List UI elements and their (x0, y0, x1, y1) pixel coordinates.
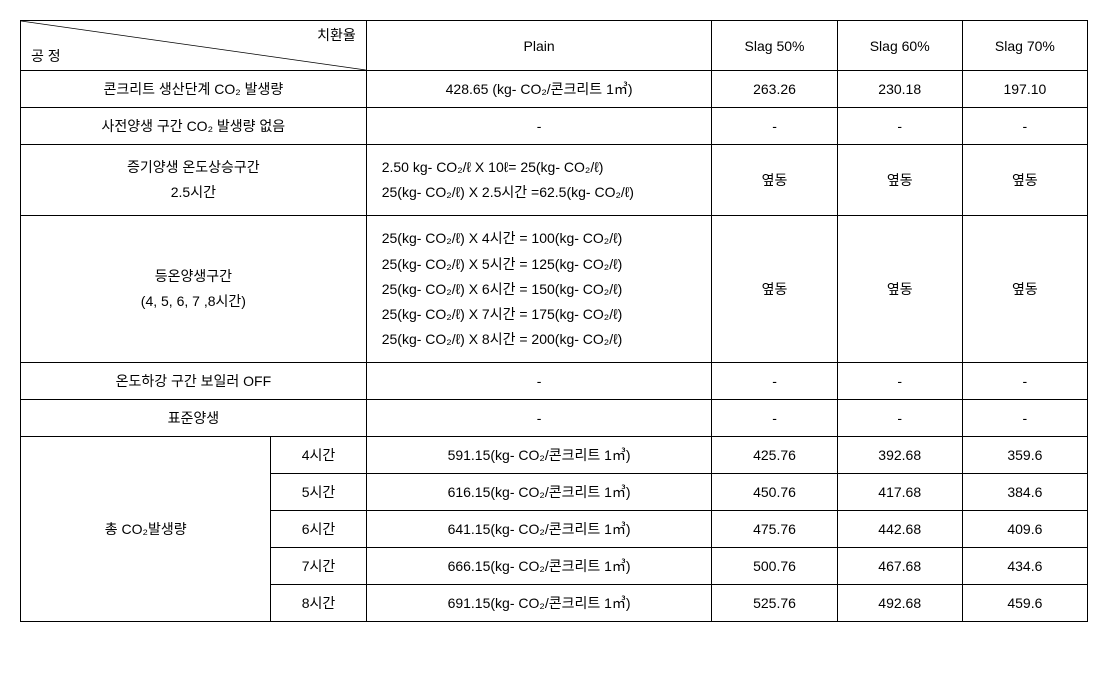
precure-slag60: - (837, 108, 962, 145)
isothermal-slag60: 옆동 (837, 216, 962, 363)
isothermal-plain-line4: 25(kg- CO₂/ℓ) X 7시간 = 175(kg- CO₂/ℓ) (382, 302, 697, 327)
precure-slag70: - (962, 108, 1087, 145)
steam-slag50: 옆동 (712, 145, 837, 216)
header-slag50: Slag 50% (712, 21, 837, 71)
standard-slag60: - (837, 400, 962, 437)
total-slag50-2: 475.76 (712, 511, 837, 548)
steam-slag70: 옆동 (962, 145, 1087, 216)
header-substitution-rate: 치환율 (317, 25, 356, 45)
steam-plain-line2: 25(kg- CO₂/ℓ) X 2.5시간 =62.5(kg- CO₂/ℓ) (382, 180, 697, 205)
row-isothermal: 등온양생구간 (4, 5, 6, 7 ,8시간) 25(kg- CO₂/ℓ) X… (21, 216, 1088, 363)
steam-label: 증기양생 온도상승구간 2.5시간 (21, 145, 367, 216)
standard-slag70: - (962, 400, 1087, 437)
steam-plain: 2.50 kg- CO₂/ℓ X 10ℓ= 25(kg- CO₂/ℓ) 25(k… (366, 145, 712, 216)
header-slag70: Slag 70% (962, 21, 1087, 71)
isothermal-plain-line5: 25(kg- CO₂/ℓ) X 8시간 = 200(kg- CO₂/ℓ) (382, 327, 697, 352)
total-slag70-3: 434.6 (962, 548, 1087, 585)
isothermal-plain-line3: 25(kg- CO₂/ℓ) X 6시간 = 150(kg- CO₂/ℓ) (382, 277, 697, 302)
row-total-0: 총 CO₂발생량 4시간 591.15(kg- CO₂/콘크리트 1㎥) 425… (21, 437, 1088, 474)
row-standard: 표준양생 - - - - (21, 400, 1088, 437)
total-slag70-4: 459.6 (962, 585, 1087, 622)
steam-label-line1: 증기양생 온도상승구간 (31, 155, 356, 180)
total-slag70-1: 384.6 (962, 474, 1087, 511)
isothermal-slag70: 옆동 (962, 216, 1087, 363)
standard-plain: - (366, 400, 712, 437)
steam-plain-line1: 2.50 kg- CO₂/ℓ X 10ℓ= 25(kg- CO₂/ℓ) (382, 155, 697, 180)
production-label: 콘크리트 생산단계 CO₂ 발생량 (21, 71, 367, 108)
row-cooldown: 온도하강 구간 보일러 OFF - - - - (21, 363, 1088, 400)
row-precure: 사전양생 구간 CO₂ 발생량 없음 - - - - (21, 108, 1088, 145)
diagonal-header-cell: 치환율 공 정 (21, 21, 367, 71)
total-time-3: 7시간 (271, 548, 366, 585)
isothermal-plain: 25(kg- CO₂/ℓ) X 4시간 = 100(kg- CO₂/ℓ) 25(… (366, 216, 712, 363)
cooldown-slag60: - (837, 363, 962, 400)
total-slag50-4: 525.76 (712, 585, 837, 622)
cooldown-label: 온도하강 구간 보일러 OFF (21, 363, 367, 400)
total-time-1: 5시간 (271, 474, 366, 511)
total-slag50-0: 425.76 (712, 437, 837, 474)
cooldown-slag70: - (962, 363, 1087, 400)
header-plain: Plain (366, 21, 712, 71)
production-slag50: 263.26 (712, 71, 837, 108)
isothermal-plain-line1: 25(kg- CO₂/ℓ) X 4시간 = 100(kg- CO₂/ℓ) (382, 226, 697, 251)
total-label: 총 CO₂발생량 (21, 437, 271, 622)
total-slag50-1: 450.76 (712, 474, 837, 511)
standard-slag50: - (712, 400, 837, 437)
precure-slag50: - (712, 108, 837, 145)
total-slag70-0: 359.6 (962, 437, 1087, 474)
header-process: 공 정 (31, 46, 61, 66)
total-plain-4: 691.15(kg- CO₂/콘크리트 1㎥) (366, 585, 712, 622)
row-production: 콘크리트 생산단계 CO₂ 발생량 428.65 (kg- CO₂/콘크리트 1… (21, 71, 1088, 108)
total-slag60-0: 392.68 (837, 437, 962, 474)
total-slag60-1: 417.68 (837, 474, 962, 511)
total-plain-2: 641.15(kg- CO₂/콘크리트 1㎥) (366, 511, 712, 548)
total-plain-1: 616.15(kg- CO₂/콘크리트 1㎥) (366, 474, 712, 511)
total-slag60-4: 492.68 (837, 585, 962, 622)
row-steam: 증기양생 온도상승구간 2.5시간 2.50 kg- CO₂/ℓ X 10ℓ= … (21, 145, 1088, 216)
total-time-0: 4시간 (271, 437, 366, 474)
precure-label: 사전양생 구간 CO₂ 발생량 없음 (21, 108, 367, 145)
steam-label-line2: 2.5시간 (31, 180, 356, 205)
header-slag60: Slag 60% (837, 21, 962, 71)
isothermal-slag50: 옆동 (712, 216, 837, 363)
production-plain: 428.65 (kg- CO₂/콘크리트 1㎥) (366, 71, 712, 108)
production-slag60: 230.18 (837, 71, 962, 108)
total-plain-3: 666.15(kg- CO₂/콘크리트 1㎥) (366, 548, 712, 585)
total-slag50-3: 500.76 (712, 548, 837, 585)
total-time-2: 6시간 (271, 511, 366, 548)
cooldown-plain: - (366, 363, 712, 400)
cooldown-slag50: - (712, 363, 837, 400)
table-header-row: 치환율 공 정 Plain Slag 50% Slag 60% Slag 70% (21, 21, 1088, 71)
steam-slag60: 옆동 (837, 145, 962, 216)
total-plain-0: 591.15(kg- CO₂/콘크리트 1㎥) (366, 437, 712, 474)
isothermal-label-line1: 등온양생구간 (31, 264, 356, 289)
total-slag70-2: 409.6 (962, 511, 1087, 548)
total-slag60-3: 467.68 (837, 548, 962, 585)
production-slag70: 197.10 (962, 71, 1087, 108)
total-slag60-2: 442.68 (837, 511, 962, 548)
standard-label: 표준양생 (21, 400, 367, 437)
isothermal-label: 등온양생구간 (4, 5, 6, 7 ,8시간) (21, 216, 367, 363)
co2-emission-table: 치환율 공 정 Plain Slag 50% Slag 60% Slag 70%… (20, 20, 1088, 622)
isothermal-plain-line2: 25(kg- CO₂/ℓ) X 5시간 = 125(kg- CO₂/ℓ) (382, 252, 697, 277)
total-time-4: 8시간 (271, 585, 366, 622)
precure-plain: - (366, 108, 712, 145)
isothermal-label-line2: (4, 5, 6, 7 ,8시간) (31, 289, 356, 314)
